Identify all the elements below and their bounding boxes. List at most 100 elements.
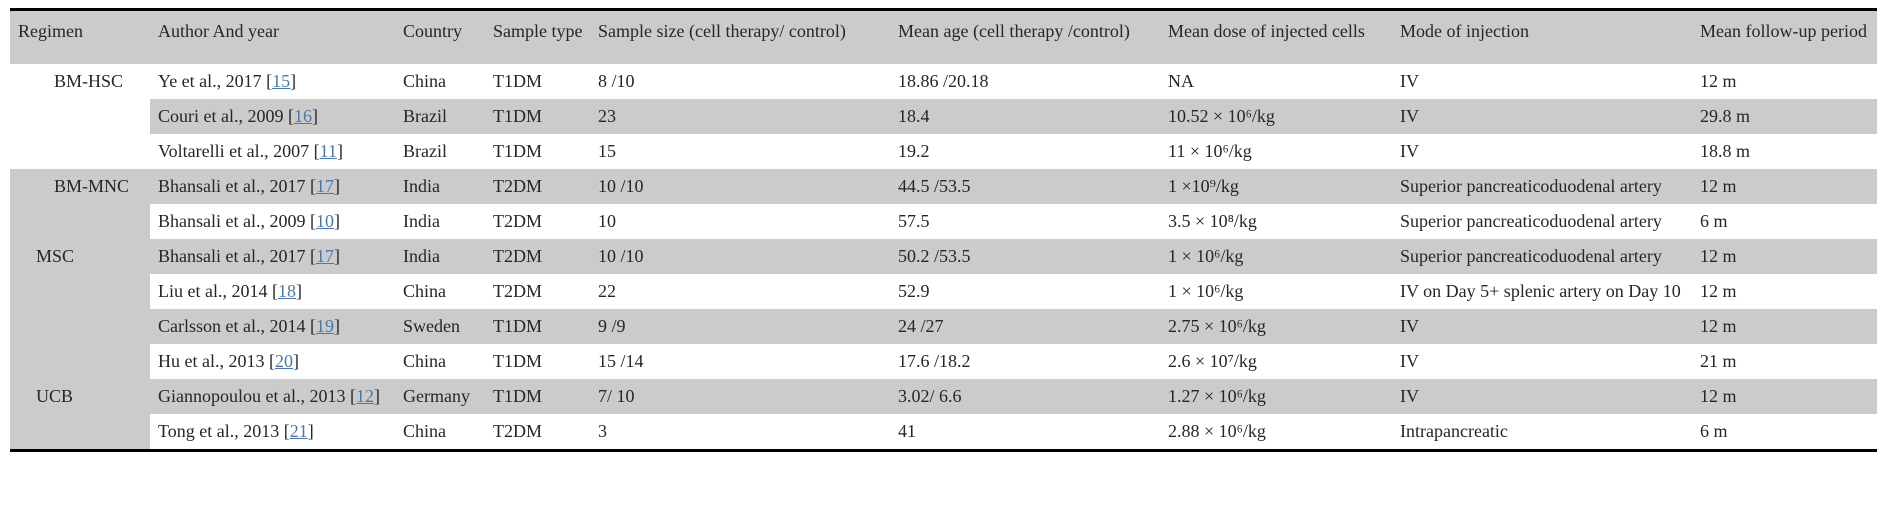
mode-cell: IV	[1400, 140, 1419, 161]
mean-dose-cell: 2.6 × 10⁷/kg	[1168, 350, 1257, 371]
sample-size-cell: 9 /9	[598, 315, 626, 336]
author-cell: Liu et al., 2014 18	[150, 274, 395, 309]
author-cell: Bhansali et al., 2017 17	[150, 169, 395, 204]
table-row: MSC Bhansali et al., 2017 17 India T2DM …	[10, 238, 1877, 379]
follow-up-cell: 29.8 m	[1700, 105, 1751, 126]
author-text: Carlsson et al., 2014	[158, 315, 306, 336]
reference-link[interactable]: 17	[315, 175, 334, 196]
mean-dose-cell: 1 × 10⁶/kg	[1168, 245, 1244, 266]
author-cell: Giannopoulou et al., 2013 12	[150, 379, 395, 414]
reference-bracket: 12	[350, 386, 380, 406]
mode-cell: IV	[1400, 315, 1419, 336]
table-row: UCB Giannopoulou et al., 2013 12 Germany…	[10, 378, 1877, 451]
reference-link[interactable]: 21	[289, 420, 308, 441]
table-row: Couri et al., 2009 16 Brazil T1DM 23 18.…	[10, 98, 1877, 134]
author-cell: Hu et al., 2013 20	[150, 344, 395, 379]
country-cell: China	[403, 350, 446, 371]
regimen-cell-bm-hsc: BM-HSC	[10, 63, 150, 169]
studies-table: Regimen Author And year Country Sample t…	[10, 8, 1877, 452]
mean-dose-cell: 1 ×10⁹/kg	[1168, 175, 1239, 196]
sample-type-cell: T1DM	[493, 315, 542, 336]
table-row: BM-HSC Ye et al., 2017 15 China T1DM 8 /…	[10, 63, 1877, 169]
country-cell: India	[403, 210, 440, 231]
author-cell: Tong et al., 2013 21	[150, 414, 395, 451]
mode-cell: IV	[1400, 70, 1419, 91]
country-cell: Sweden	[403, 315, 460, 336]
mean-age-cell: 17.6 /18.2	[898, 350, 971, 371]
country-cell: China	[403, 420, 446, 441]
follow-up-cell: 18.8 m	[1700, 140, 1751, 161]
mode-cell: Superior pancreaticoduodenal artery	[1400, 210, 1662, 231]
column-header-mean-dose: Mean dose of injected cells	[1160, 9, 1392, 64]
author-text: Liu et al., 2014	[158, 280, 268, 301]
reference-link[interactable]: 19	[315, 315, 334, 336]
sample-size-cell: 23	[598, 105, 616, 126]
reference-link[interactable]: 16	[293, 105, 312, 126]
author-cell: Bhansali et al., 2009 10	[150, 204, 395, 239]
author-text: Voltarelli et al., 2007	[158, 140, 310, 161]
column-header-author: Author And year	[150, 9, 395, 64]
author-cell: Ye et al., 2017 15	[150, 64, 395, 99]
table-row: Voltarelli et al., 2007 11 Brazil T1DM 1…	[10, 133, 1877, 169]
sample-type-cell: T1DM	[493, 105, 542, 126]
regimen-cell-msc: MSC	[10, 238, 150, 379]
reference-bracket: 17	[310, 246, 340, 266]
sample-size-cell: 22	[598, 280, 616, 301]
follow-up-cell: 12 m	[1700, 245, 1737, 266]
mean-age-cell: 18.86 /20.18	[898, 70, 989, 91]
mean-dose-cell: 1.27 × 10⁶/kg	[1168, 385, 1266, 406]
reference-bracket: 11	[314, 141, 343, 161]
column-header-mean-age: Mean age (cell therapy /control)	[890, 9, 1160, 64]
mean-dose-cell: 2.88 × 10⁶/kg	[1168, 420, 1266, 441]
sample-type-cell: T2DM	[493, 420, 542, 441]
author-text: Tong et al., 2013	[158, 420, 280, 441]
table-row: Carlsson et al., 2014 19 Sweden T1DM 9 /…	[10, 308, 1877, 344]
follow-up-cell: 12 m	[1700, 385, 1737, 406]
mean-dose-cell: 3.5 × 10⁸/kg	[1168, 210, 1257, 231]
reference-link[interactable]: 12	[355, 385, 374, 406]
column-header-follow-up: Mean follow-up period	[1692, 9, 1877, 64]
follow-up-cell: 21 m	[1700, 350, 1737, 371]
reference-link[interactable]: 20	[274, 350, 293, 371]
sample-size-cell: 7/ 10	[598, 385, 635, 406]
column-header-sample-size: Sample size (cell therapy/ control)	[590, 9, 890, 64]
mean-age-cell: 44.5 /53.5	[898, 175, 971, 196]
sample-type-cell: T2DM	[493, 175, 542, 196]
reference-link[interactable]: 10	[315, 210, 334, 231]
country-cell: China	[403, 70, 446, 91]
sample-type-cell: T1DM	[493, 70, 542, 91]
reference-bracket: 17	[310, 176, 340, 196]
country-cell: China	[403, 280, 446, 301]
sample-type-cell: T2DM	[493, 280, 542, 301]
sample-size-cell: 15	[598, 140, 616, 161]
reference-bracket: 15	[266, 71, 296, 91]
sample-type-cell: T2DM	[493, 245, 542, 266]
follow-up-cell: 12 m	[1700, 280, 1737, 301]
sample-type-cell: T2DM	[493, 210, 542, 231]
reference-link[interactable]: 11	[319, 140, 337, 161]
sample-size-cell: 10	[598, 210, 616, 231]
sample-type-cell: T1DM	[493, 140, 542, 161]
reference-bracket: 19	[310, 316, 340, 336]
table-row: Tong et al., 2013 21 China T2DM 3 41 2.8…	[10, 413, 1877, 451]
author-text: Bhansali et al., 2017	[158, 245, 306, 266]
mode-cell: IV	[1400, 105, 1419, 126]
mode-cell: Intrapancreatic	[1400, 420, 1508, 441]
country-cell: India	[403, 175, 440, 196]
country-cell: Brazil	[403, 105, 447, 126]
mean-dose-cell: 2.75 × 10⁶/kg	[1168, 315, 1266, 336]
column-header-sample-type: Sample type	[485, 9, 590, 64]
mean-age-cell: 50.2 /53.5	[898, 245, 971, 266]
reference-link[interactable]: 15	[272, 70, 291, 91]
reference-link[interactable]: 17	[315, 245, 334, 266]
column-header-country: Country	[395, 9, 485, 64]
reference-bracket: 10	[310, 211, 340, 231]
mode-cell: IV	[1400, 385, 1419, 406]
follow-up-cell: 12 m	[1700, 315, 1737, 336]
author-text: Ye et al., 2017	[158, 70, 262, 91]
table-row: Liu et al., 2014 18 China T2DM 22 52.9 1…	[10, 273, 1877, 309]
mode-cell: IV on Day 5+ splenic artery on Day 10	[1400, 280, 1681, 301]
reference-link[interactable]: 18	[277, 280, 296, 301]
reference-bracket: 21	[284, 421, 314, 441]
reference-bracket: 18	[272, 281, 302, 301]
